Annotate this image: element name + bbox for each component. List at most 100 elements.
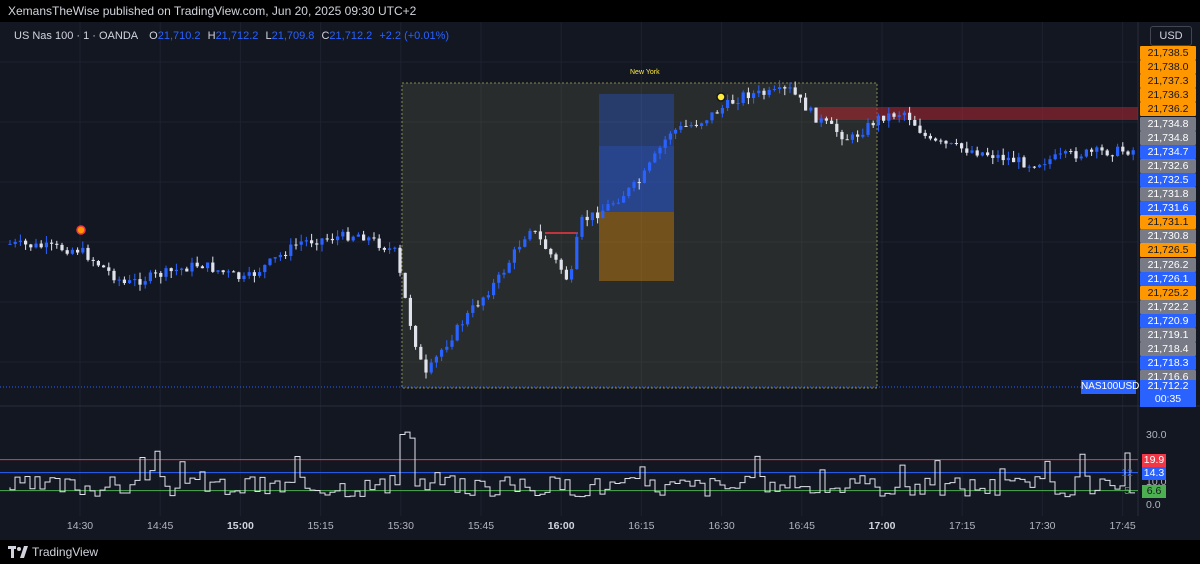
candle-body bbox=[1017, 157, 1021, 163]
price-label: 21,738.5 bbox=[1140, 46, 1196, 60]
candle-body bbox=[606, 204, 610, 211]
candle-body bbox=[65, 250, 69, 254]
time-label: 16:45 bbox=[788, 520, 815, 532]
candle-body bbox=[819, 118, 823, 123]
candle-body bbox=[1110, 155, 1114, 157]
candle-body bbox=[34, 243, 38, 248]
change-value: +2.2 (+0.01%) bbox=[379, 30, 450, 42]
candle-body bbox=[549, 248, 553, 255]
chart-canvas[interactable] bbox=[0, 22, 1200, 540]
candle-body bbox=[492, 282, 496, 296]
candle-body bbox=[1095, 147, 1099, 152]
candle-body bbox=[694, 124, 698, 127]
price-label: 21,732.5 bbox=[1140, 172, 1196, 187]
candle-body bbox=[632, 182, 636, 188]
candle-body bbox=[346, 231, 350, 241]
candle-body bbox=[1027, 166, 1031, 168]
candle-body bbox=[112, 270, 116, 281]
candle-body bbox=[923, 132, 927, 136]
candle-body bbox=[507, 262, 511, 273]
candle-body bbox=[76, 249, 80, 253]
candle-body bbox=[850, 134, 854, 140]
candle-body bbox=[445, 346, 449, 350]
symbol-price-tag: NAS100USD bbox=[1081, 380, 1140, 394]
volatility-length-tag: 5 bbox=[1124, 484, 1130, 497]
candle-body bbox=[382, 247, 386, 250]
close-value: 21,712.2 bbox=[329, 30, 373, 42]
position-target-upper bbox=[599, 94, 674, 146]
volatility-tick-label: 30.0 bbox=[1146, 429, 1167, 441]
candle-body bbox=[1048, 159, 1052, 165]
time-label: 17:30 bbox=[1029, 520, 1056, 532]
open-key: O bbox=[149, 30, 158, 42]
price-label: 21,734.8 bbox=[1140, 116, 1196, 131]
candle-body bbox=[668, 133, 672, 140]
candle-body bbox=[996, 154, 1000, 158]
candle-body bbox=[1100, 147, 1104, 151]
candle-body bbox=[237, 272, 241, 280]
candle-body bbox=[398, 247, 402, 273]
price-label: 21,736.3 bbox=[1140, 88, 1196, 103]
candle-body bbox=[798, 94, 802, 98]
candle-body bbox=[1084, 149, 1088, 157]
candle-body bbox=[512, 249, 516, 263]
candle-body bbox=[164, 268, 168, 277]
candle-body bbox=[523, 239, 527, 247]
candle-body bbox=[117, 279, 121, 281]
candle-body bbox=[268, 258, 272, 265]
candle-body bbox=[91, 259, 95, 262]
candle-body bbox=[315, 243, 319, 245]
candle-body bbox=[13, 241, 17, 244]
candle-body bbox=[554, 254, 558, 260]
candle-body bbox=[814, 107, 818, 123]
candle-body bbox=[866, 122, 870, 135]
candle-body bbox=[408, 297, 412, 326]
price-label: 21,734.8 bbox=[1140, 130, 1196, 145]
price-label: 21,736.2 bbox=[1140, 102, 1196, 117]
time-label: 17:00 bbox=[868, 520, 896, 532]
candle-body bbox=[341, 231, 345, 237]
candle-body bbox=[726, 99, 730, 109]
candle-body bbox=[169, 268, 173, 272]
candle-body bbox=[752, 93, 756, 99]
event-marker-icon bbox=[76, 225, 86, 235]
footer-bar: TradingView bbox=[0, 540, 1200, 564]
candle-body bbox=[471, 305, 475, 313]
candle-body bbox=[908, 112, 912, 121]
candle-body bbox=[289, 244, 293, 257]
candle-body bbox=[590, 212, 594, 221]
time-axis[interactable]: 14:30 14:45 15:00 15:15 15:30 15:45 16:00 16:15… bbox=[0, 516, 1138, 540]
candle-body bbox=[887, 113, 891, 121]
candle-body bbox=[570, 269, 574, 280]
candle-body bbox=[856, 134, 860, 137]
candle-body bbox=[913, 120, 917, 126]
candle-body bbox=[278, 254, 282, 258]
candle-body bbox=[424, 359, 428, 373]
candle-body bbox=[538, 231, 542, 240]
volatility-upper-tag: 19.9 bbox=[1142, 453, 1166, 467]
price-label: 21,738.0 bbox=[1140, 60, 1196, 75]
price-label: 21,731.1 bbox=[1140, 215, 1196, 230]
candle-body bbox=[783, 87, 787, 89]
candle-body bbox=[486, 295, 490, 298]
candle-body bbox=[809, 107, 813, 111]
price-axis[interactable]: 21,738.5 21,738.0 21,737.3 21,736.3 21,736.2… bbox=[1121, 22, 1200, 516]
candle-body bbox=[1079, 156, 1083, 159]
candle-body bbox=[159, 272, 163, 277]
candle-body bbox=[918, 125, 922, 133]
time-label: 17:45 bbox=[1109, 520, 1136, 532]
candle-body bbox=[330, 238, 334, 241]
chart-area[interactable]: US Nas 100 · 1 · OANDA O21,710.2 H21,712… bbox=[0, 22, 1200, 540]
volatility-mid-tag: 14.3 bbox=[1142, 466, 1166, 480]
ohlc-legend: US Nas 100 · 1 · OANDA O21,710.2 H21,712… bbox=[14, 30, 449, 42]
publish-info: XemansTheWise published on TradingView.c… bbox=[8, 4, 417, 18]
candle-body bbox=[793, 87, 797, 95]
position-target-zone bbox=[599, 146, 674, 212]
candle-body bbox=[840, 131, 844, 140]
tradingview-logo[interactable]: TradingView bbox=[8, 545, 98, 559]
candle-body bbox=[273, 257, 277, 259]
candle-body bbox=[8, 243, 12, 245]
candle-body bbox=[585, 216, 589, 221]
candle-body bbox=[934, 138, 938, 141]
currency-selector[interactable]: USD bbox=[1150, 26, 1192, 46]
